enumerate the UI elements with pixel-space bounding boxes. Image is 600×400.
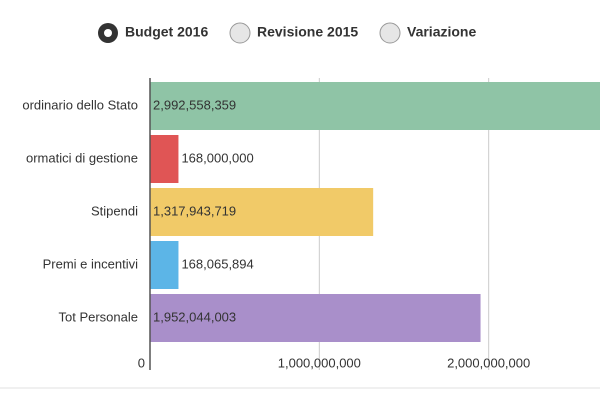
y-tick-label: ordinario dello Stato — [22, 97, 138, 112]
legend-option[interactable]: Variazione — [379, 22, 476, 44]
x-tick-label: 2,000,000,000 — [447, 355, 530, 370]
value-label: 1,952,044,003 — [153, 309, 236, 324]
radio[interactable] — [379, 22, 401, 44]
x-tick-label: 0 — [138, 355, 145, 370]
x-tick-label: 1,000,000,000 — [278, 355, 361, 370]
bar — [150, 294, 481, 342]
value-label: 2,992,558,359 — [153, 97, 236, 112]
value-label: 1,317,943,719 — [153, 203, 236, 218]
bar — [150, 135, 179, 183]
legend-option[interactable]: Revisione 2015 — [229, 22, 358, 44]
y-tick-label: Stipendi — [91, 203, 138, 218]
y-tick-label: ormatici di gestione — [26, 150, 138, 165]
value-label: 168,000,000 — [181, 150, 253, 165]
legend-label[interactable]: Variazione — [407, 24, 476, 40]
value-label: 168,065,894 — [181, 256, 253, 271]
y-tick-label: Premi e incentivi — [43, 256, 138, 271]
radio[interactable] — [229, 22, 251, 44]
legend-option[interactable]: Budget 2016 — [98, 23, 208, 43]
bar — [150, 188, 374, 236]
legend-label[interactable]: Budget 2016 — [125, 24, 208, 40]
legend-label[interactable]: Revisione 2015 — [257, 24, 358, 40]
radio-dot[interactable] — [104, 29, 112, 37]
bar — [150, 82, 600, 130]
bar — [150, 241, 179, 289]
legend: Budget 2016 Revisione 2015 Variazione — [98, 22, 476, 44]
y-tick-label: Tot Personale — [59, 309, 139, 324]
